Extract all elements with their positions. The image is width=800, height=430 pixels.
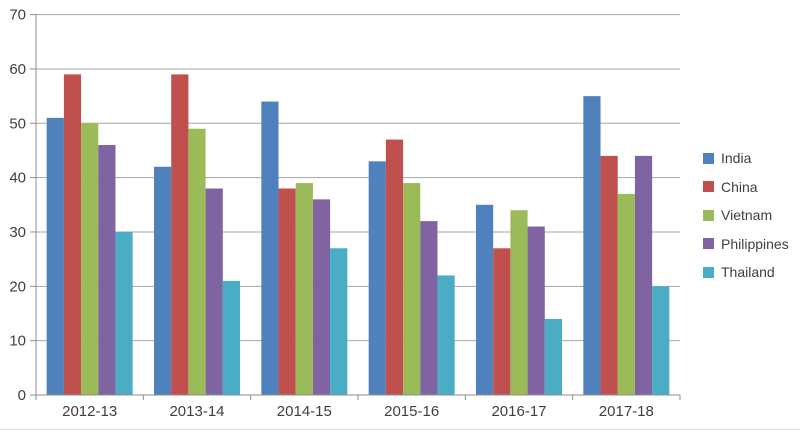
bar-india-2016-17	[476, 204, 494, 395]
bar-vietnam-2013-14	[188, 128, 206, 395]
bar-india-2012-13	[46, 117, 64, 395]
bar-philippines-2014-15	[312, 199, 331, 395]
y-axis-label-20: 20	[9, 278, 26, 295]
y-axis-label-50: 50	[9, 115, 26, 132]
x-axis-label-2013-14: 2013-14	[169, 403, 224, 420]
bar-china-2016-17	[493, 248, 511, 395]
bar-vietnam-2015-16	[403, 183, 421, 395]
legend-item-thailand: Thailand	[703, 258, 789, 287]
bar-thailand-2013-14	[222, 280, 240, 395]
bar-vietnam-2012-13	[81, 123, 99, 396]
y-axis-label-40: 40	[9, 170, 26, 187]
x-axis-label-2015-16: 2015-16	[384, 403, 439, 420]
x-axis-label-2012-13: 2012-13	[62, 403, 117, 420]
legend-swatch-vietnam	[703, 209, 714, 221]
bar-philippines-2016-17	[527, 226, 545, 395]
legend: India China Vietnam Philippines Thailand	[703, 144, 789, 287]
bar-india-2014-15	[261, 101, 279, 395]
bar-philippines-2017-18	[634, 155, 653, 395]
legend-label: Vietnam	[721, 207, 773, 224]
bar-thailand-2014-15	[330, 248, 348, 395]
bar-vietnam-2014-15	[295, 183, 313, 395]
bar-china-2017-18	[600, 155, 618, 395]
bar-india-2013-14	[154, 166, 172, 395]
y-axis-label-10: 10	[9, 333, 26, 350]
legend-label: China	[721, 178, 758, 195]
legend-item-china: China	[703, 173, 789, 202]
legend-swatch-india	[703, 152, 714, 164]
legend-item-philippines: Philippines	[703, 230, 789, 259]
bar-vietnam-2016-17	[510, 210, 528, 395]
y-axis-label-70: 70	[9, 7, 26, 24]
y-axis-label-0: 0	[18, 387, 26, 404]
bar-china-2014-15	[278, 188, 296, 395]
legend-swatch-thailand	[703, 266, 714, 278]
legend-label: Thailand	[721, 264, 775, 281]
legend-swatch-philippines	[703, 238, 714, 250]
bar-philippines-2015-16	[420, 221, 438, 395]
bar-china-2012-13	[63, 74, 82, 396]
bar-thailand-2012-13	[115, 231, 133, 395]
bar-vietnam-2017-18	[617, 193, 635, 395]
bar-philippines-2012-13	[98, 145, 116, 395]
bar-philippines-2013-14	[205, 188, 223, 395]
legend-swatch-china	[703, 181, 714, 193]
bar-thailand-2016-17	[544, 318, 562, 395]
x-axis-label-2016-17: 2016-17	[491, 403, 546, 420]
bar-thailand-2015-16	[437, 275, 455, 395]
legend-label: India	[721, 150, 752, 167]
y-axis-label-30: 30	[9, 224, 26, 241]
bar-china-2013-14	[171, 74, 189, 396]
y-axis-label-60: 60	[9, 61, 26, 78]
x-axis-label-2014-15: 2014-15	[277, 403, 332, 420]
x-axis-label-2017-18: 2017-18	[599, 403, 654, 420]
bar-thailand-2017-18	[652, 286, 670, 395]
legend-item-india: India	[703, 144, 789, 173]
legend-label: Philippines	[721, 235, 789, 252]
bar-india-2017-18	[583, 96, 601, 395]
legend-item-vietnam: Vietnam	[703, 201, 789, 230]
bar-india-2015-16	[368, 161, 386, 395]
bar-china-2015-16	[385, 139, 404, 395]
